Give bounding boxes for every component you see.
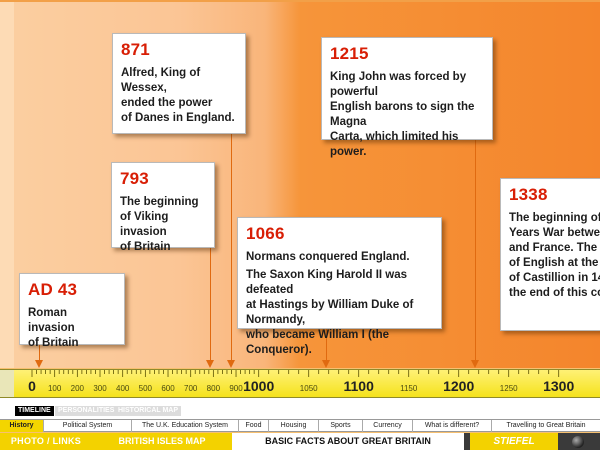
event-year: 1066 <box>246 224 285 243</box>
nav-sports[interactable]: Sports <box>319 420 363 432</box>
marker-line-ad43 <box>39 345 40 364</box>
ruler-start <box>0 369 14 398</box>
marker-arrow-871 <box>227 360 235 368</box>
toggle-personalities[interactable]: PERSONALITIES <box>55 406 118 416</box>
event-text: King John was forced by powerful English… <box>330 71 475 158</box>
nav-what-is-different[interactable]: What is different? <box>413 420 492 432</box>
nav-housing[interactable]: Housing <box>269 420 319 432</box>
event-text: Normans conquered England. <box>246 251 410 263</box>
toggle-timeline[interactable]: TIMELINE <box>15 406 54 416</box>
event-card-871[interactable]: 871 Alfred, King of Wessex, ended the po… <box>112 33 246 134</box>
view-toggle-row: TIMELINE PERSONALITIES HISTORICAL MAP <box>0 398 600 419</box>
ruler-label: 1100 <box>344 378 375 394</box>
event-year: AD 43 <box>28 280 78 299</box>
ruler-label: 1200 <box>443 378 474 394</box>
event-year: 1338 <box>509 185 548 204</box>
timeline-ruler[interactable]: 0 100 200 300 400 500 600 700 800 900 1000 1050 1100… <box>14 369 600 398</box>
event-card-ad43[interactable]: AD 43 Roman invasion of Britain <box>19 273 125 349</box>
orb-icon[interactable] <box>572 436 584 448</box>
marker-arrow-793 <box>206 360 214 368</box>
marker-arrow-1066 <box>322 360 330 368</box>
ruler-label: 100 <box>48 384 62 393</box>
ruler-label: 400 <box>116 384 130 393</box>
event-text: Roman invasion of Britain <box>28 307 79 349</box>
ruler-label: 200 <box>71 384 85 393</box>
event-card-793[interactable]: 793 The beginning of Viking invasion of … <box>111 162 215 253</box>
ruler-label: 1250 <box>500 384 518 393</box>
timeline-stage: AD 43 Roman invasion of Britain 871 Alfr… <box>0 0 600 368</box>
ruler-label: 300 <box>93 384 107 393</box>
event-text-detail: The Saxon King Harold II was defeated at… <box>246 269 414 356</box>
stage-left-edge <box>0 2 14 368</box>
ruler-label: 1050 <box>300 384 318 393</box>
event-text: Alfred, King of Wessex, ended the power … <box>121 67 235 124</box>
event-text: The beginning of Viking invasion of Brit… <box>120 196 199 253</box>
photo-links-button[interactable]: PHOTO / LINKS <box>0 433 92 450</box>
ruler-label: 900 <box>229 384 243 393</box>
marker-arrow-1215 <box>471 360 479 368</box>
nav-history[interactable]: History <box>0 420 44 432</box>
bottom-bar: PHOTO / LINKS BRITISH ISLES MAP BASIC FA… <box>0 433 600 450</box>
event-text: The beginning of Years War betwee and Fr… <box>509 212 600 299</box>
event-year: 793 <box>120 169 149 188</box>
ruler-label: 1150 <box>400 384 418 393</box>
event-year: 871 <box>121 40 150 59</box>
event-card-1338[interactable]: 1338 The beginning of Years War betwee a… <box>500 178 600 331</box>
nav-education-system[interactable]: The U.K. Education System <box>132 420 239 432</box>
ruler-label: 800 <box>207 384 221 393</box>
ruler-label: 500 <box>139 384 153 393</box>
app-title: BASIC FACTS ABOUT GREAT BRITAIN <box>232 433 464 450</box>
ruler-label: 700 <box>184 384 198 393</box>
marker-line-1066 <box>326 329 327 364</box>
ruler-ticks: 0 100 200 300 400 500 600 700 800 900 1000 1050 1100… <box>28 370 574 394</box>
marker-line-871 <box>231 134 232 364</box>
publisher-logo[interactable]: STIEFEL <box>470 433 558 450</box>
section-nav: History Political System The U.K. Educat… <box>0 419 600 432</box>
nav-travelling[interactable]: Travelling to Great Britain <box>506 422 586 429</box>
toggle-historical-map[interactable]: HISTORICAL MAP <box>115 406 182 416</box>
event-card-1066[interactable]: 1066 Normans conquered England. The Saxo… <box>237 217 442 356</box>
marker-arrow-ad43 <box>35 360 43 368</box>
ruler-label: 600 <box>161 384 175 393</box>
marker-line-793 <box>210 248 211 364</box>
ruler-label: 0 <box>28 378 36 394</box>
nav-currency[interactable]: Currency <box>363 420 413 432</box>
ruler-label: 1000 <box>243 378 274 394</box>
event-year: 1215 <box>330 44 369 63</box>
nav-political-system[interactable]: Political System <box>44 420 132 432</box>
british-isles-map-button[interactable]: BRITISH ISLES MAP <box>92 433 232 450</box>
event-card-1215[interactable]: 1215 King John was forced by powerful En… <box>321 37 493 158</box>
nav-food[interactable]: Food <box>239 420 269 432</box>
ruler-label: 1300 <box>543 378 574 394</box>
marker-line-1215 <box>475 140 476 364</box>
